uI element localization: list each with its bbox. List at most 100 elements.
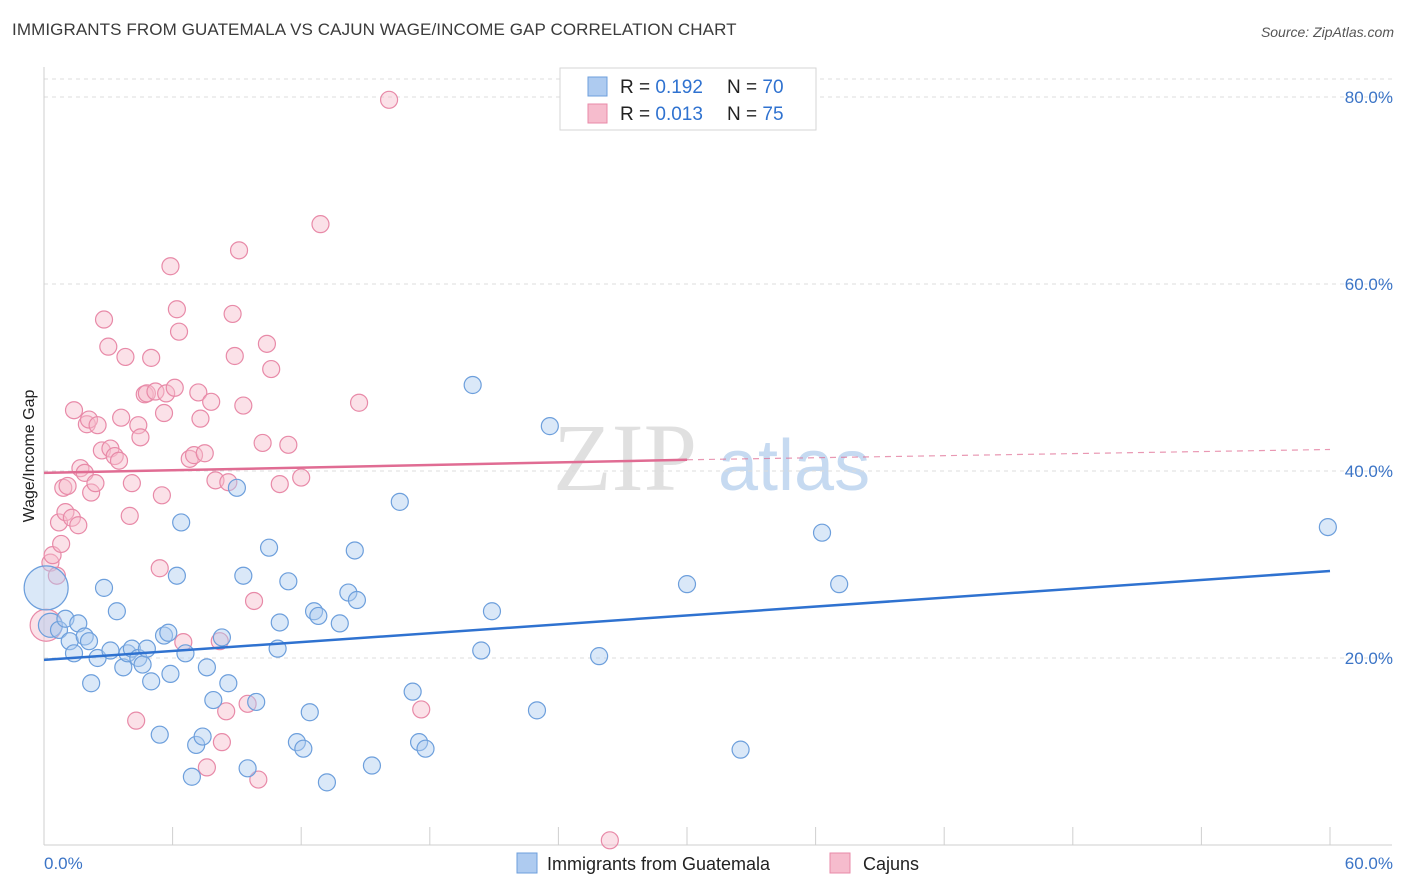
cajuns-point xyxy=(600,831,619,850)
guatemala-point xyxy=(172,513,191,532)
guatemala-point xyxy=(812,523,832,542)
cajuns-point xyxy=(150,559,169,578)
cajuns-point xyxy=(349,393,369,412)
chart-title: IMMIGRANTS FROM GUATEMALA VS CAJUN WAGE/… xyxy=(12,20,737,39)
cajuns-point xyxy=(69,516,88,535)
guatemala-point xyxy=(1318,517,1337,537)
legend-pink-text: R = 0.013 N = 75 xyxy=(620,104,784,125)
y-tick-label: 60.0% xyxy=(1345,275,1393,294)
cajuns-point xyxy=(234,396,253,415)
guatemala-point xyxy=(227,478,246,497)
guatemala-point xyxy=(540,417,559,436)
guatemala-point xyxy=(159,623,178,642)
legend-top: R = 0.192 N = 70 R = 0.013 N = 75 xyxy=(559,67,817,131)
guatemala-point xyxy=(482,602,502,621)
guatemala-point xyxy=(347,590,367,610)
guatemala-point xyxy=(731,740,750,759)
guatemala-point xyxy=(527,701,547,720)
guatemala-points xyxy=(23,375,1337,792)
cajuns-point xyxy=(64,401,84,420)
cajuns-point xyxy=(41,553,60,572)
legend-bottom-label-cajuns: Cajuns xyxy=(863,854,919,874)
cajuns-point xyxy=(116,347,135,367)
cajuns-point xyxy=(99,337,118,356)
guatemala-point xyxy=(309,606,328,626)
cajuns-point xyxy=(152,486,171,505)
y-tick-label: 80.0% xyxy=(1345,88,1393,107)
trend-lines xyxy=(43,448,1331,662)
cajuns-trend-line xyxy=(43,458,688,475)
cajuns-point xyxy=(58,476,77,496)
guatemala-point xyxy=(463,375,482,395)
guatemala-point xyxy=(133,655,152,674)
cajuns-point xyxy=(109,451,129,470)
x-tick-label-max: 60.0% xyxy=(1345,854,1393,873)
guatemala-point xyxy=(330,614,349,633)
cajuns-point xyxy=(225,346,244,366)
guatemala-point xyxy=(270,613,289,632)
cajuns-point xyxy=(122,474,141,493)
cajuns-point xyxy=(52,534,71,554)
legend-swatch-pink xyxy=(587,103,608,124)
guatemala-point xyxy=(403,682,422,701)
guatemala-point xyxy=(287,733,307,752)
cajuns-point xyxy=(62,508,81,527)
guatemala-point xyxy=(69,614,88,633)
guatemala-point xyxy=(317,773,337,792)
guatemala-point xyxy=(142,672,161,691)
guatemala-point xyxy=(176,644,195,663)
cajuns-point xyxy=(82,483,101,502)
guatemala-point xyxy=(677,575,697,594)
legend-bottom-swatch-blue xyxy=(516,852,538,874)
cajuns-point xyxy=(88,416,107,435)
cajuns-point xyxy=(244,591,264,611)
guatemala-point xyxy=(107,602,126,621)
guatemala-point xyxy=(193,727,212,746)
guatemala-point xyxy=(79,632,99,651)
cajuns-point xyxy=(142,348,161,367)
cajuns-point xyxy=(86,474,105,493)
cajuns-point xyxy=(202,392,221,411)
guatemala-point xyxy=(247,692,266,712)
cajuns-points xyxy=(29,90,619,850)
watermark-atlas: atlas xyxy=(718,426,870,506)
guatemala-point xyxy=(204,690,223,710)
cajuns-point xyxy=(253,433,272,453)
cajuns-point xyxy=(189,383,208,402)
cajuns-point xyxy=(191,409,210,428)
cajuns-point xyxy=(412,700,431,719)
cajuns-point xyxy=(270,474,289,494)
cajuns-point xyxy=(311,215,330,234)
cajuns-point xyxy=(229,241,249,260)
y-axis-title: Wage/Income Gap xyxy=(21,390,38,523)
cajuns-point xyxy=(379,90,399,109)
guatemala-point xyxy=(300,703,319,722)
cajuns-point xyxy=(120,506,139,525)
cajuns-point xyxy=(217,702,236,721)
cajuns-point xyxy=(154,403,174,423)
cajuns-point xyxy=(212,733,231,752)
guatemala-point xyxy=(345,541,364,560)
cajuns-point xyxy=(262,359,281,379)
cajuns-point xyxy=(94,310,114,329)
legend-swatch-blue xyxy=(587,76,608,97)
guatemala-point xyxy=(114,658,133,677)
guatemala-point xyxy=(362,756,382,775)
guatemala-point xyxy=(279,572,298,591)
cajuns-point xyxy=(165,378,184,397)
guatemala-point xyxy=(409,733,429,752)
cajuns-point xyxy=(195,444,214,463)
guatemala-point xyxy=(830,575,849,594)
cajuns-point xyxy=(292,468,311,487)
guatemala-point xyxy=(472,641,491,660)
cajuns-point xyxy=(112,408,131,427)
cajuns-point xyxy=(223,304,242,324)
y-tick-label: 40.0% xyxy=(1345,462,1393,481)
legend-bottom-swatch-pink xyxy=(829,852,851,874)
cajuns-point xyxy=(249,770,268,789)
guatemala-point xyxy=(82,674,101,693)
guatemala-point xyxy=(212,628,231,647)
cajuns-point xyxy=(257,334,277,353)
legend-bottom-label-guatemala: Immigrants from Guatemala xyxy=(547,854,771,874)
cajuns-point xyxy=(167,300,186,319)
